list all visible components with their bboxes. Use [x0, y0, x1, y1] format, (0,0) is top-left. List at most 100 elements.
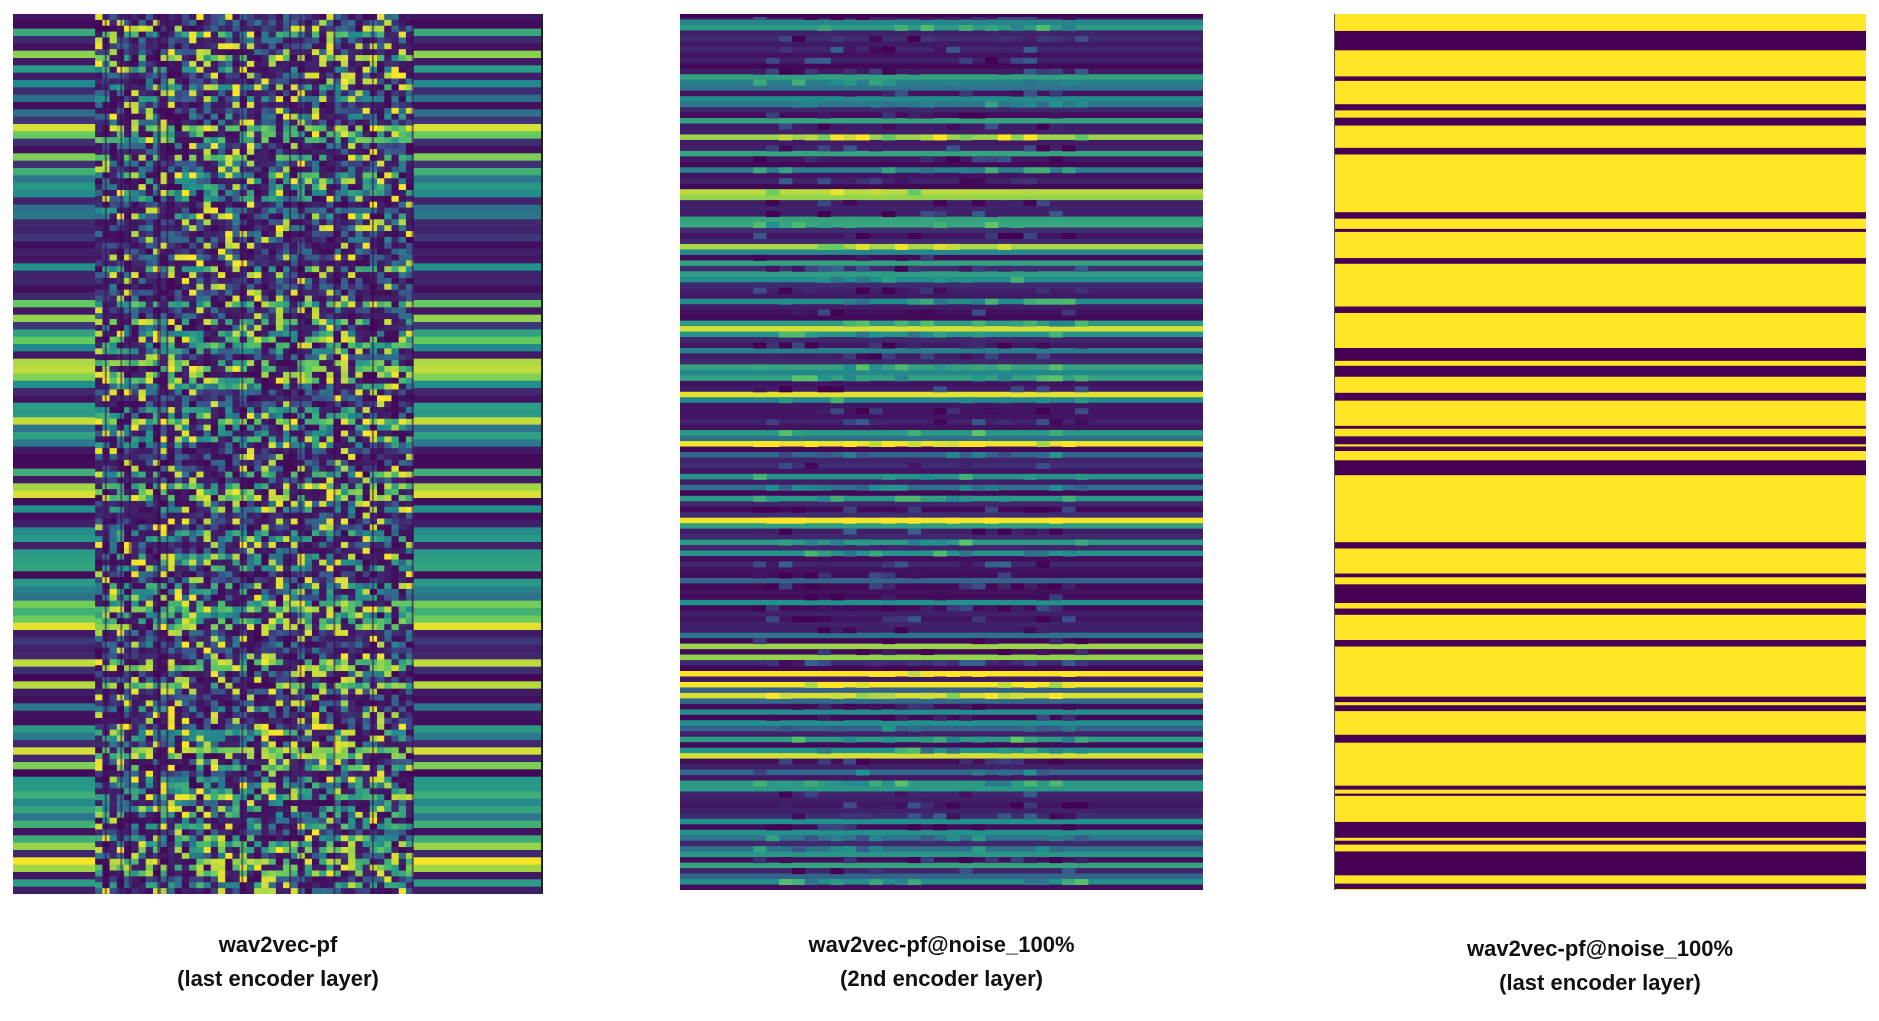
heatmap-cell — [399, 167, 407, 173]
heatmap-cell — [348, 554, 356, 560]
heatmap-cell — [261, 354, 269, 360]
heatmap-cell — [146, 325, 154, 331]
heatmap-cell — [348, 607, 356, 613]
heatmap-cell — [110, 266, 118, 272]
heatmap-cell — [196, 524, 204, 530]
heatmap-cell — [175, 442, 183, 448]
heatmap-cell — [211, 384, 219, 390]
heatmap-cell — [384, 513, 392, 519]
heatmap-cell — [348, 307, 356, 313]
heatmap-cell — [363, 143, 371, 149]
heatmap-cell — [276, 483, 284, 489]
heatmap-cell — [399, 560, 407, 566]
heatmap-cell — [269, 184, 277, 190]
heatmap-cell — [326, 431, 334, 437]
heatmap-cell — [110, 565, 118, 571]
heatmap-cell — [247, 425, 255, 431]
heatmap-cell — [196, 589, 204, 595]
heatmap-cell — [348, 560, 356, 566]
heatmap-cell — [276, 366, 284, 372]
heatmap-cell — [196, 272, 204, 278]
heatmap-cell — [95, 624, 103, 630]
heatmap-cell — [167, 290, 175, 296]
heatmap-cell — [391, 284, 399, 290]
heatmap-cell — [167, 519, 175, 525]
heatmap-cell — [312, 431, 320, 437]
heatmap-cell — [305, 642, 313, 648]
heatmap-cell — [189, 143, 197, 149]
heatmap-cell — [290, 208, 298, 214]
heatmap-cell — [189, 73, 197, 79]
heatmap-cell — [232, 501, 240, 507]
heatmap-cell — [189, 595, 197, 601]
heatmap-cell — [110, 513, 118, 519]
heatmap-cell — [269, 301, 277, 307]
heatmap-cell — [182, 659, 190, 665]
heatmap-cell — [276, 67, 284, 73]
heatmap-cell — [225, 14, 233, 20]
heatmap-cell — [319, 225, 327, 231]
heatmap-cell — [399, 507, 407, 513]
heatmap-cell — [146, 653, 154, 659]
heatmap-cell — [95, 366, 103, 372]
heatmap-cell — [131, 125, 139, 131]
heatmap-cell — [146, 32, 154, 38]
heatmap-cell — [319, 419, 327, 425]
heatmap-cell — [355, 378, 363, 384]
heatmap-cell — [204, 571, 212, 577]
heatmap-cell — [146, 37, 154, 43]
heatmap-cell — [182, 448, 190, 454]
heatmap-cell — [254, 231, 262, 237]
heatmap-cell — [204, 325, 212, 331]
heatmap-cell — [290, 61, 298, 67]
heatmap-cell — [399, 219, 407, 225]
heatmap-cell — [319, 73, 327, 79]
heatmap-cell — [312, 325, 320, 331]
heatmap-cell — [247, 102, 255, 108]
heatmap-cell — [110, 530, 118, 536]
heatmap-cell — [399, 190, 407, 196]
heatmap-cell — [146, 120, 154, 126]
heatmap-cell — [363, 384, 371, 390]
heatmap-cell — [110, 237, 118, 243]
heatmap-cell — [95, 49, 103, 55]
heatmap-cell — [348, 466, 356, 472]
heatmap-cell — [189, 589, 197, 595]
heatmap-cell — [261, 360, 269, 366]
heatmap-cell — [218, 108, 226, 114]
heatmap-cell — [146, 419, 154, 425]
heatmap-cell — [312, 489, 320, 495]
heatmap-cell — [269, 243, 277, 249]
heatmap-cell — [377, 366, 385, 372]
heatmap-cell — [225, 84, 233, 90]
heatmap-cell — [225, 601, 233, 607]
heatmap-cell — [189, 79, 197, 85]
heatmap-cell — [341, 49, 349, 55]
heatmap-cell — [269, 407, 277, 413]
heatmap-cell — [348, 378, 356, 384]
heatmap-cell — [305, 354, 313, 360]
heatmap-cell — [211, 524, 219, 530]
heatmap-cell — [305, 313, 313, 319]
heatmap-cell — [377, 607, 385, 613]
heatmap-cell — [225, 278, 233, 284]
heatmap-cell — [139, 84, 147, 90]
heatmap-cell — [348, 202, 356, 208]
heatmap-cell — [139, 14, 147, 20]
heatmap-cell — [319, 571, 327, 577]
heatmap-cell — [189, 32, 197, 38]
heatmap-cell — [261, 472, 269, 478]
heatmap-cell — [391, 601, 399, 607]
heatmap-cell — [391, 266, 399, 272]
heatmap-cell — [175, 519, 183, 525]
heatmap-cell — [355, 14, 363, 20]
heatmap-cell — [131, 648, 139, 654]
heatmap-cell — [182, 372, 190, 378]
heatmap-cell — [276, 137, 284, 143]
heatmap-cell — [312, 495, 320, 501]
heatmap-cell — [167, 196, 175, 202]
heatmap-cell — [290, 354, 298, 360]
heatmap-cell — [232, 37, 240, 43]
heatmap-cell — [240, 266, 248, 272]
heatmap-cell — [189, 213, 197, 219]
